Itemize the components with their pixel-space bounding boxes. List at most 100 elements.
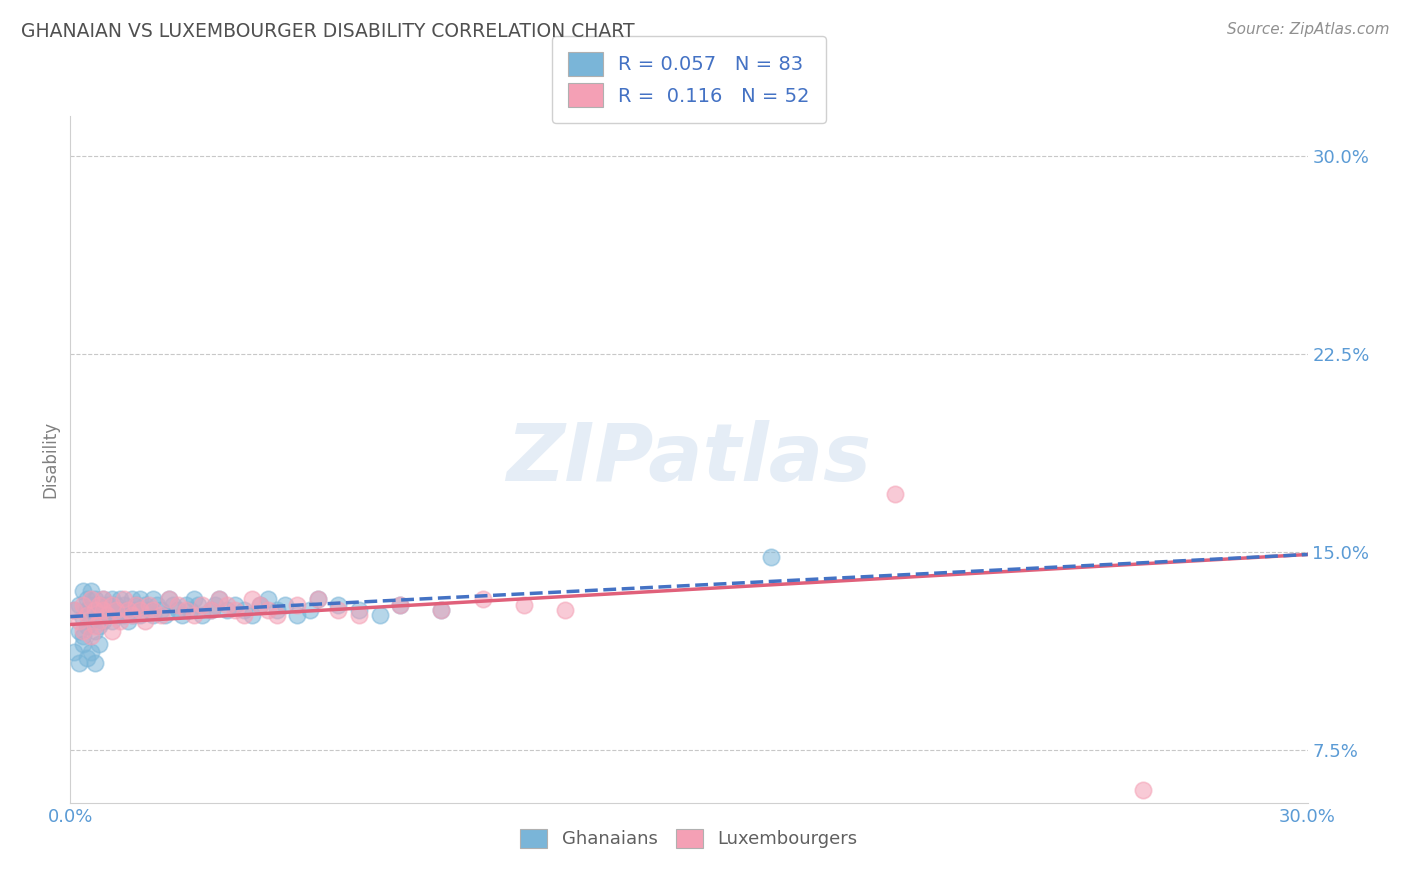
Point xyxy=(84,603,107,617)
Point xyxy=(108,592,131,607)
Point xyxy=(232,608,254,623)
Point xyxy=(76,608,98,623)
Text: Source: ZipAtlas.com: Source: ZipAtlas.com xyxy=(1226,22,1389,37)
Point xyxy=(513,598,536,612)
Point xyxy=(307,592,329,607)
Point xyxy=(307,592,329,607)
Point xyxy=(157,592,180,607)
Point xyxy=(368,608,391,623)
Point xyxy=(84,592,107,607)
Point xyxy=(125,598,148,612)
Point xyxy=(84,656,107,670)
Point xyxy=(117,614,139,628)
Point xyxy=(72,611,94,625)
Point xyxy=(89,619,111,633)
Point xyxy=(67,614,90,628)
Point xyxy=(67,598,90,612)
Point xyxy=(63,603,86,617)
Point xyxy=(134,614,156,628)
Point xyxy=(76,619,98,633)
Point xyxy=(104,603,127,617)
Point xyxy=(100,624,122,639)
Point xyxy=(104,608,127,623)
Point xyxy=(112,592,135,607)
Point xyxy=(166,598,188,612)
Point xyxy=(266,608,288,623)
Point xyxy=(89,614,111,628)
Y-axis label: Disability: Disability xyxy=(41,421,59,498)
Point xyxy=(257,592,280,607)
Point xyxy=(150,603,173,617)
Point xyxy=(347,608,370,623)
Point xyxy=(200,603,222,617)
Point xyxy=(91,614,114,628)
Point xyxy=(67,656,90,670)
Point xyxy=(191,608,214,623)
Point xyxy=(76,603,98,617)
Point xyxy=(72,629,94,643)
Point xyxy=(117,603,139,617)
Point xyxy=(274,598,297,612)
Legend: Ghanaians, Luxembourgers: Ghanaians, Luxembourgers xyxy=(513,822,865,855)
Point xyxy=(129,592,152,607)
Point xyxy=(179,603,201,617)
Text: ZIPatlas: ZIPatlas xyxy=(506,420,872,499)
Point xyxy=(91,603,114,617)
Point xyxy=(89,637,111,651)
Point xyxy=(328,603,350,617)
Point xyxy=(125,603,148,617)
Point xyxy=(430,603,453,617)
Point xyxy=(80,592,103,607)
Point xyxy=(166,603,188,617)
Point xyxy=(328,598,350,612)
Point xyxy=(208,592,231,607)
Point xyxy=(191,598,214,612)
Point xyxy=(249,598,271,612)
Point xyxy=(91,603,114,617)
Point xyxy=(142,603,165,617)
Point xyxy=(100,598,122,612)
Point xyxy=(215,598,238,612)
Point xyxy=(121,592,143,607)
Point xyxy=(72,624,94,639)
Point xyxy=(96,608,118,623)
Point xyxy=(146,598,169,612)
Point xyxy=(285,608,308,623)
Point xyxy=(266,603,288,617)
Point xyxy=(208,592,231,607)
Point xyxy=(471,592,494,607)
Point xyxy=(389,598,412,612)
Point xyxy=(249,598,271,612)
Point xyxy=(138,598,160,612)
Point xyxy=(232,603,254,617)
Point xyxy=(121,608,143,623)
Point xyxy=(80,584,103,599)
Point xyxy=(63,645,86,659)
Point xyxy=(108,603,131,617)
Point xyxy=(240,608,263,623)
Point xyxy=(84,624,107,639)
Point xyxy=(174,603,197,617)
Point xyxy=(80,598,103,612)
Point xyxy=(117,603,139,617)
Point xyxy=(121,608,143,623)
Point xyxy=(884,487,907,501)
Point xyxy=(157,592,180,607)
Point xyxy=(125,598,148,612)
Point xyxy=(200,603,222,617)
Point xyxy=(96,598,118,612)
Point xyxy=(96,608,118,623)
Point xyxy=(162,598,184,612)
Point xyxy=(224,603,246,617)
Point xyxy=(224,598,246,612)
Point xyxy=(63,603,86,617)
Point xyxy=(142,592,165,607)
Point xyxy=(89,598,111,612)
Point xyxy=(298,603,321,617)
Point xyxy=(100,592,122,607)
Point xyxy=(72,637,94,651)
Point xyxy=(72,598,94,612)
Point xyxy=(80,614,103,628)
Point xyxy=(554,603,576,617)
Point xyxy=(89,598,111,612)
